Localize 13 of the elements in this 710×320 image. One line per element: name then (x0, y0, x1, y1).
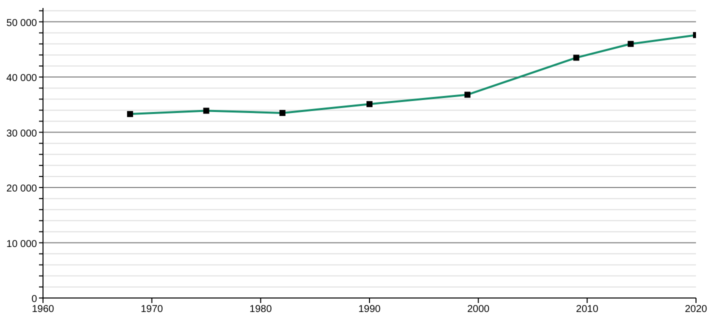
x-tick-label: 1970 (140, 304, 164, 316)
y-tick-label: 0 (31, 294, 38, 305)
x-tick-label: 2010 (576, 304, 599, 316)
x-tick-label: 1990 (358, 304, 382, 316)
y-tick-label: 50 000 (6, 18, 38, 29)
x-tick-label: 1960 (32, 304, 55, 316)
x-tick-label: 2000 (467, 304, 490, 316)
x-tick-label: 2020 (684, 304, 708, 316)
y-tick-label: 20 000 (6, 184, 38, 195)
y-tick-label: 40 000 (6, 73, 38, 84)
x-tick-label: 1980 (250, 304, 272, 316)
y-tick-label: 30 000 (6, 128, 38, 140)
y-tick-label: 10 000 (6, 238, 38, 250)
